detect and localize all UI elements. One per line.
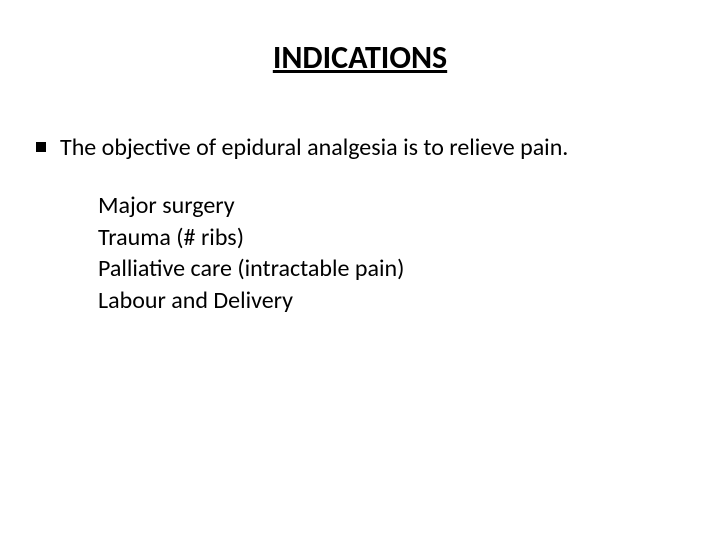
list-item: Palliative care (intractable pain) bbox=[98, 253, 720, 285]
slide: INDICATIONS The objective of epidural an… bbox=[0, 0, 720, 540]
list-item: Major surgery bbox=[98, 190, 720, 222]
square-bullet-icon bbox=[36, 142, 46, 152]
bullet-text: The objective of epidural analgesia is t… bbox=[60, 133, 568, 162]
slide-title: INDICATIONS bbox=[0, 38, 720, 77]
sublist: Major surgery Trauma (# ribs) Palliative… bbox=[0, 190, 720, 317]
list-item: Trauma (# ribs) bbox=[98, 222, 720, 254]
list-item: Labour and Delivery bbox=[98, 285, 720, 317]
bullet-item: The objective of epidural analgesia is t… bbox=[0, 133, 720, 162]
